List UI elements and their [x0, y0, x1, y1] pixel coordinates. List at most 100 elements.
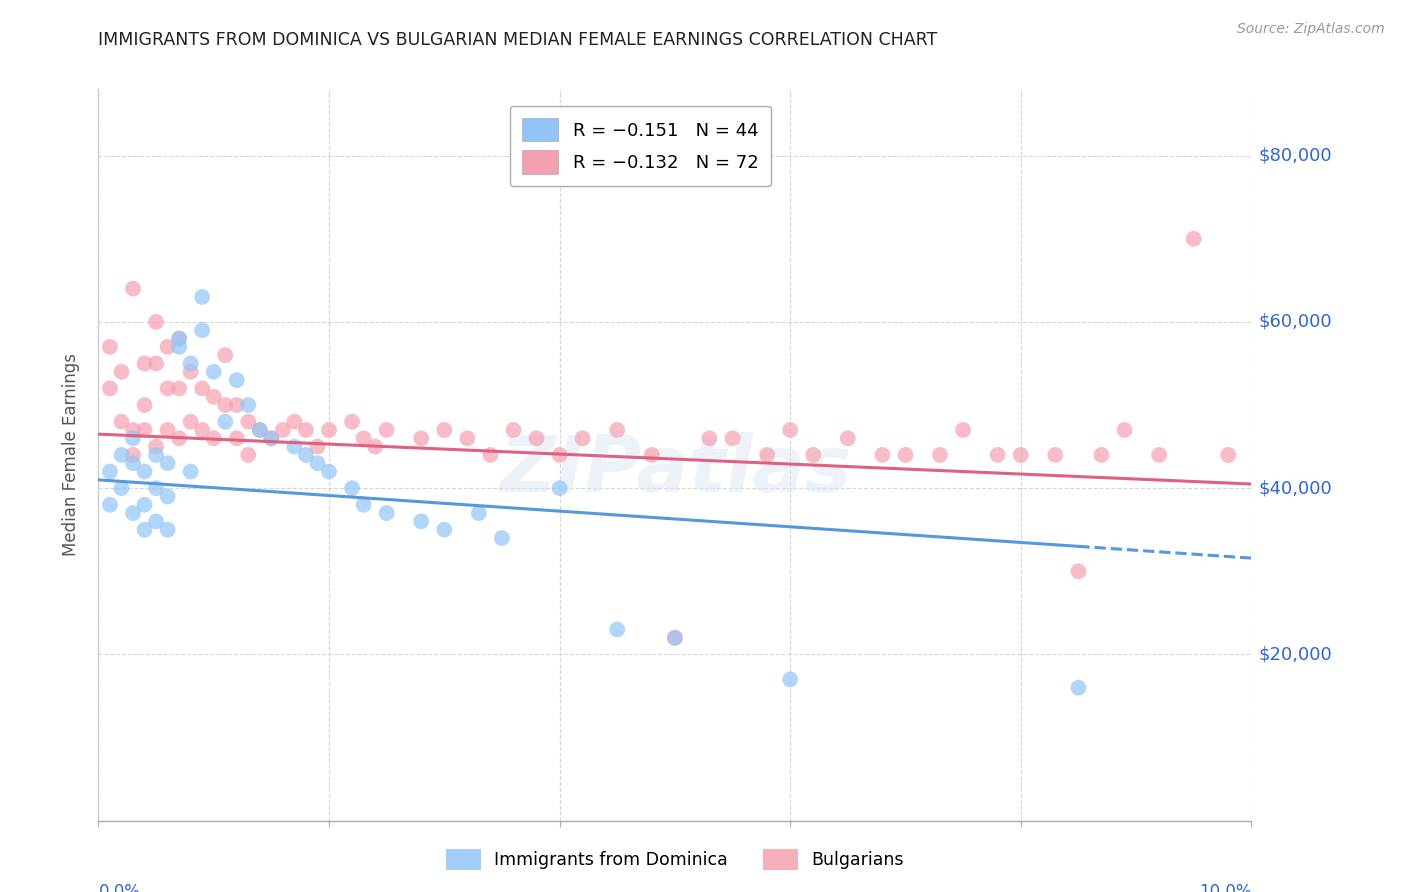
- Point: [214, 415, 236, 429]
- Point: [145, 515, 167, 529]
- Point: [110, 481, 132, 495]
- Point: [756, 448, 779, 462]
- Point: [1067, 681, 1090, 695]
- Point: [456, 431, 478, 445]
- Point: [202, 431, 225, 445]
- Point: [145, 481, 167, 495]
- Point: [606, 423, 628, 437]
- Point: [411, 431, 433, 445]
- Point: [664, 631, 686, 645]
- Point: [134, 498, 156, 512]
- Point: [1090, 448, 1112, 462]
- Point: [156, 381, 179, 395]
- Point: [491, 531, 513, 545]
- Legend: Immigrants from Dominica, Bulgarians: Immigrants from Dominica, Bulgarians: [437, 840, 912, 879]
- Point: [98, 498, 121, 512]
- Point: [191, 423, 214, 437]
- Y-axis label: Median Female Earnings: Median Female Earnings: [62, 353, 80, 557]
- Point: [433, 423, 456, 437]
- Point: [260, 431, 283, 445]
- Point: [238, 448, 260, 462]
- Point: [202, 390, 225, 404]
- Point: [307, 456, 329, 470]
- Point: [375, 506, 398, 520]
- Text: $80,000: $80,000: [1258, 146, 1331, 165]
- Point: [202, 365, 225, 379]
- Point: [468, 506, 491, 520]
- Point: [156, 456, 179, 470]
- Point: [340, 481, 363, 495]
- Point: [110, 415, 132, 429]
- Point: [122, 456, 145, 470]
- Point: [283, 415, 305, 429]
- Point: [145, 448, 167, 462]
- Point: [318, 465, 340, 479]
- Point: [225, 398, 247, 412]
- Point: [167, 340, 190, 354]
- Point: [134, 357, 156, 371]
- Point: [191, 290, 214, 304]
- Point: [134, 423, 156, 437]
- Point: [837, 431, 859, 445]
- Point: [502, 423, 524, 437]
- Point: [318, 423, 340, 437]
- Point: [214, 348, 236, 362]
- Text: Source: ZipAtlas.com: Source: ZipAtlas.com: [1237, 22, 1385, 37]
- Point: [98, 465, 121, 479]
- Point: [1114, 423, 1136, 437]
- Legend: R = −0.151   N = 44, R = −0.132   N = 72: R = −0.151 N = 44, R = −0.132 N = 72: [509, 105, 770, 186]
- Point: [122, 506, 145, 520]
- Point: [180, 365, 202, 379]
- Point: [548, 481, 571, 495]
- Point: [801, 448, 824, 462]
- Point: [295, 448, 318, 462]
- Point: [952, 423, 974, 437]
- Point: [225, 431, 247, 445]
- Point: [1045, 448, 1067, 462]
- Point: [156, 523, 179, 537]
- Point: [664, 631, 686, 645]
- Point: [180, 357, 202, 371]
- Point: [110, 365, 132, 379]
- Point: [375, 423, 398, 437]
- Point: [433, 523, 456, 537]
- Text: 0.0%: 0.0%: [98, 883, 141, 892]
- Point: [1182, 232, 1205, 246]
- Point: [214, 398, 236, 412]
- Point: [307, 440, 329, 454]
- Point: [225, 373, 247, 387]
- Point: [122, 282, 145, 296]
- Point: [1218, 448, 1240, 462]
- Point: [180, 465, 202, 479]
- Point: [191, 323, 214, 337]
- Point: [110, 448, 132, 462]
- Point: [699, 431, 721, 445]
- Point: [340, 415, 363, 429]
- Point: [249, 423, 271, 437]
- Point: [180, 415, 202, 429]
- Point: [145, 357, 167, 371]
- Point: [353, 431, 375, 445]
- Text: $60,000: $60,000: [1258, 313, 1331, 331]
- Point: [987, 448, 1010, 462]
- Point: [548, 448, 571, 462]
- Point: [526, 431, 548, 445]
- Point: [122, 431, 145, 445]
- Text: IMMIGRANTS FROM DOMINICA VS BULGARIAN MEDIAN FEMALE EARNINGS CORRELATION CHART: IMMIGRANTS FROM DOMINICA VS BULGARIAN ME…: [98, 31, 938, 49]
- Point: [641, 448, 664, 462]
- Point: [721, 431, 744, 445]
- Point: [571, 431, 593, 445]
- Point: [606, 623, 628, 637]
- Point: [1010, 448, 1032, 462]
- Point: [411, 515, 433, 529]
- Point: [145, 440, 167, 454]
- Point: [122, 423, 145, 437]
- Point: [283, 440, 305, 454]
- Point: [479, 448, 502, 462]
- Point: [156, 490, 179, 504]
- Point: [779, 423, 801, 437]
- Point: [134, 398, 156, 412]
- Point: [271, 423, 294, 437]
- Point: [156, 340, 179, 354]
- Point: [249, 423, 271, 437]
